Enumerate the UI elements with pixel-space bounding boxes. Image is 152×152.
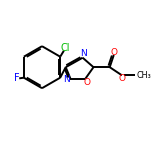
Text: Cl: Cl [60, 43, 70, 53]
Text: O: O [83, 78, 90, 87]
Text: O: O [111, 48, 118, 57]
Text: CH₃: CH₃ [136, 71, 151, 80]
Text: F: F [14, 73, 20, 83]
Text: O: O [118, 74, 125, 83]
Text: N: N [80, 49, 86, 58]
Text: N: N [63, 75, 70, 84]
